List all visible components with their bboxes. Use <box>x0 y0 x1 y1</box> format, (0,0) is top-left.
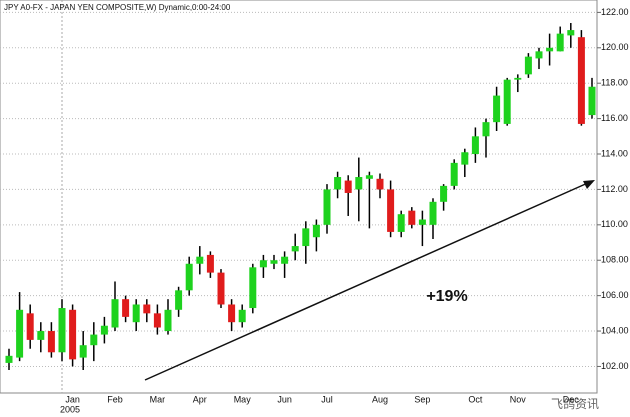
candle-body <box>281 256 289 264</box>
x-tick-label: Dec <box>563 394 580 404</box>
candle-body <box>524 56 532 75</box>
candle-body <box>259 260 267 268</box>
y-tick-label: 102.00 <box>601 361 629 371</box>
candle-body <box>196 256 204 264</box>
candle-body <box>577 37 585 124</box>
x-tick-label: May <box>234 394 252 404</box>
x-tick-label: Jun <box>277 394 292 404</box>
candle-body <box>418 219 426 225</box>
candle-body <box>471 136 479 155</box>
plot-frame <box>0 0 598 394</box>
year-label: 2005 <box>60 404 80 414</box>
candle-body <box>334 177 342 190</box>
candle-body <box>47 331 55 353</box>
candle-body <box>185 263 193 291</box>
candle-body <box>5 355 13 363</box>
chart-title: JPY A0-FX - JAPAN YEN COMPOSITE,W) Dynam… <box>4 3 231 12</box>
candle-body <box>546 47 554 52</box>
y-tick-label: 106.00 <box>601 290 629 300</box>
candle-body <box>408 210 416 225</box>
candle-body <box>312 224 320 238</box>
candle-body <box>440 185 448 202</box>
candle-body <box>122 299 130 317</box>
candle-body <box>16 309 24 358</box>
y-tick-label: 116.00 <box>601 113 628 123</box>
candle-body <box>249 267 257 309</box>
arrow-head <box>583 180 595 189</box>
y-tick-label: 110.00 <box>601 219 628 229</box>
candle-body <box>143 304 151 314</box>
trend-arrow <box>144 181 591 381</box>
x-tick-label: Aug <box>372 394 388 404</box>
candle-body <box>217 272 225 305</box>
candle-body <box>37 331 45 340</box>
candle-body <box>482 122 490 137</box>
candle-body <box>450 162 458 186</box>
y-tick-label: 122.00 <box>601 7 629 17</box>
candle-body <box>79 345 87 358</box>
candle-body <box>111 299 119 328</box>
candle-body <box>153 313 161 328</box>
y-tick-label: 108.00 <box>601 255 629 265</box>
candle-body <box>535 51 543 59</box>
candle-body <box>567 30 575 36</box>
x-tick-label: Feb <box>107 394 123 404</box>
candle-body <box>514 77 522 80</box>
annotation: +19% <box>426 288 467 305</box>
candle-body <box>461 152 469 165</box>
candle-body <box>58 308 66 353</box>
y-tick-label: 114.00 <box>601 148 628 158</box>
candle-body <box>26 313 34 340</box>
candle-body <box>355 177 363 190</box>
x-tick-label: Jan <box>65 394 80 404</box>
candle-body <box>69 309 77 360</box>
candle-body <box>323 189 331 225</box>
candle-body <box>302 228 310 247</box>
y-tick-label: 120.00 <box>601 42 629 52</box>
candle-body <box>493 95 501 123</box>
candle-body <box>344 180 352 193</box>
x-tick-label: Jul <box>321 394 333 404</box>
candle-body <box>387 189 395 232</box>
candle-body <box>90 334 98 346</box>
candle-body <box>503 79 511 124</box>
x-tick-label: Mar <box>150 394 166 404</box>
candle-body <box>291 246 299 252</box>
y-tick-label: 118.00 <box>601 78 628 88</box>
x-tick-label: Sep <box>414 394 430 404</box>
candle-body <box>238 309 246 323</box>
candle-body <box>206 254 214 273</box>
candle-body <box>164 309 172 332</box>
candle-body <box>228 304 236 323</box>
candle-body <box>376 178 384 190</box>
y-tick-label: 112.00 <box>601 184 628 194</box>
candle-body <box>100 325 108 335</box>
candle-body <box>397 214 405 232</box>
candle-body <box>175 290 183 310</box>
watermark: 飞鸽资讯 <box>551 396 599 411</box>
x-tick-label: Nov <box>510 394 527 404</box>
candle-body <box>588 86 596 116</box>
candle-body <box>365 175 373 179</box>
candle-body <box>429 201 437 225</box>
candle-body <box>270 260 278 264</box>
x-tick-label: Oct <box>468 394 483 404</box>
candle-body <box>132 304 140 323</box>
x-tick-label: Apr <box>193 394 207 404</box>
candle-body <box>556 33 564 52</box>
y-tick-label: 104.00 <box>601 325 629 335</box>
